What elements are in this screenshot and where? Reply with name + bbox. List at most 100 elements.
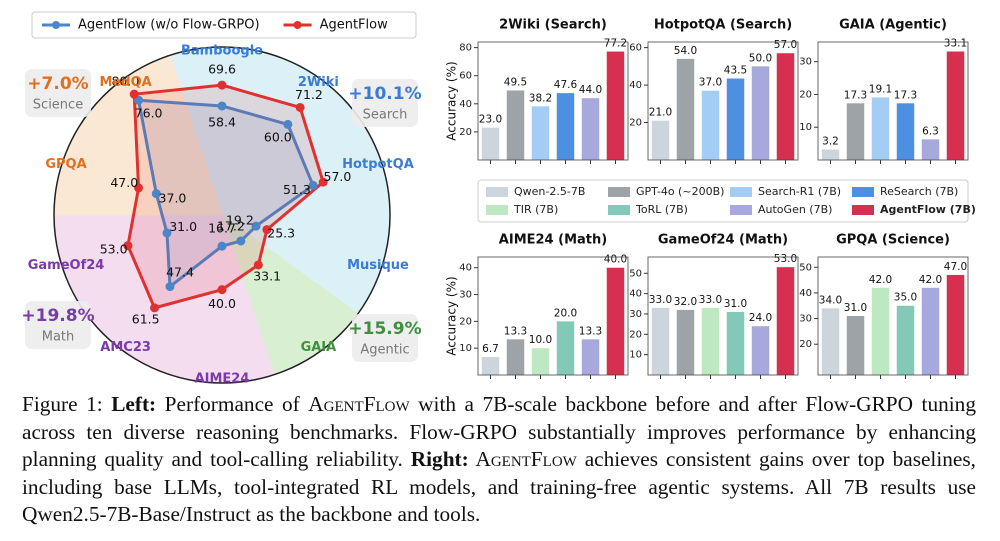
radar-point: [251, 221, 261, 231]
bar: [921, 139, 940, 160]
value-label: 3.2: [822, 136, 839, 148]
caption-smallcaps: AgentFlow: [468, 447, 577, 471]
radar-point: [123, 241, 133, 251]
category-label: 2Wiki: [298, 75, 339, 90]
y-tick-label: 60: [629, 43, 642, 54]
panel-title: HotpotQA (Search): [654, 18, 792, 33]
bar: [821, 308, 840, 375]
value-label: 43.5: [724, 65, 747, 77]
legend-label: ReSearch (7B): [880, 185, 958, 198]
y-tick-label: 20: [629, 118, 642, 129]
legend-label: Search-R1 (7B): [758, 185, 841, 198]
value-label: 31.0: [844, 302, 867, 314]
category-label: GameOf24: [28, 258, 105, 273]
value-label: 54.0: [674, 45, 697, 57]
radar-point: [236, 236, 246, 246]
bar: [506, 339, 525, 375]
value-label: 13.3: [579, 325, 602, 337]
value-label: 17.3: [894, 89, 917, 101]
panel-frame: [477, 256, 629, 376]
radar-point: [217, 80, 227, 90]
caption-text: achieves consistent gains over top basel…: [22, 447, 976, 526]
panel-title: 2Wiki (Search): [499, 18, 607, 33]
value-label: 35.0: [894, 292, 917, 304]
legend-label: TIR (7B): [513, 203, 558, 216]
panel-frame: [647, 256, 799, 376]
category-label: AIME24: [195, 372, 250, 387]
bar: [946, 51, 965, 160]
bar: [751, 66, 770, 160]
bar: [606, 51, 625, 160]
y-tick-label: 50: [629, 268, 642, 279]
panel-title: GameOf24 (Math): [658, 233, 788, 248]
y-tick-label: 20: [799, 89, 812, 100]
value-label: 47.4: [166, 264, 194, 279]
value-label: 6.3: [922, 125, 939, 137]
value-label: 23.0: [479, 114, 502, 126]
bar: [871, 97, 890, 160]
bar: [556, 93, 575, 160]
y-tick-label: 60: [459, 71, 472, 82]
gain-badge: [25, 301, 91, 349]
legend-marker: [52, 21, 60, 29]
value-label: 69.6: [208, 62, 236, 77]
legend-label: AgentFlow (7B): [880, 203, 976, 216]
value-label: 57.0: [324, 169, 352, 184]
legend-swatch: [852, 205, 874, 215]
bar: [651, 307, 670, 375]
y-tick-label: 40: [459, 263, 472, 274]
y-tick-label: 40: [799, 288, 812, 299]
radar-point: [165, 282, 175, 292]
value-label: 61.5: [132, 312, 160, 327]
bar: [776, 267, 795, 375]
value-label: 53.0: [774, 253, 797, 265]
value-label: 51.3: [283, 182, 311, 197]
figure: 58.4 60.0 51.3 19.217.216.7 47.4 31.0 37.0 76.0…: [21, 11, 976, 387]
radar-point: [151, 189, 161, 199]
value-label: 21.0: [649, 107, 672, 119]
bar: [871, 287, 890, 375]
caption-text: with a 7B-scale backbone before and afte…: [22, 392, 976, 471]
gain-domain: Science: [33, 98, 83, 113]
value-label: 24.0: [749, 312, 772, 324]
panel-title: GAIA (Agentic): [839, 18, 947, 33]
bar: [481, 357, 500, 375]
bar: [846, 316, 865, 375]
bar: [921, 287, 940, 375]
gain-badge: [352, 314, 418, 362]
panel-title: GPQA (Science): [836, 233, 950, 248]
bar: [701, 307, 720, 375]
value-label: 19.1: [869, 83, 892, 95]
gain-value: +15.9%: [348, 319, 421, 339]
legend-marker: [293, 21, 302, 29]
legend-box: [477, 179, 969, 223]
legend-label: AutoGen (7B): [758, 203, 832, 216]
y-tick-label: 30: [459, 290, 472, 301]
value-label: 37.0: [159, 190, 187, 205]
caption-smallcaps: AgentFlow: [308, 392, 410, 416]
value-label: 33.1: [944, 38, 967, 50]
gain-badge: [25, 69, 91, 117]
value-label: 25.3: [267, 226, 295, 241]
category-label: AMC23: [100, 340, 151, 355]
bar: [946, 274, 965, 375]
category-label: Bamboogle: [181, 44, 263, 59]
bar: [581, 339, 600, 375]
bar: [776, 53, 795, 160]
caption-bold: Left:: [111, 392, 157, 416]
bar: [846, 103, 865, 160]
gain-value: +10.1%: [348, 84, 421, 104]
bar: [821, 149, 840, 160]
legend-swatch: [486, 187, 508, 197]
radar-point: [129, 89, 139, 99]
y-tick-label: 20: [459, 316, 472, 327]
value-label: 33.1: [253, 269, 281, 284]
category-label: GAIA: [301, 340, 337, 355]
gain-value: +19.8%: [21, 306, 94, 326]
bar: [481, 127, 500, 160]
value-label: 47.6: [554, 79, 578, 91]
value-label: 17.3: [844, 89, 867, 101]
category-label: GPQA: [45, 157, 86, 172]
radar-point: [217, 101, 227, 111]
